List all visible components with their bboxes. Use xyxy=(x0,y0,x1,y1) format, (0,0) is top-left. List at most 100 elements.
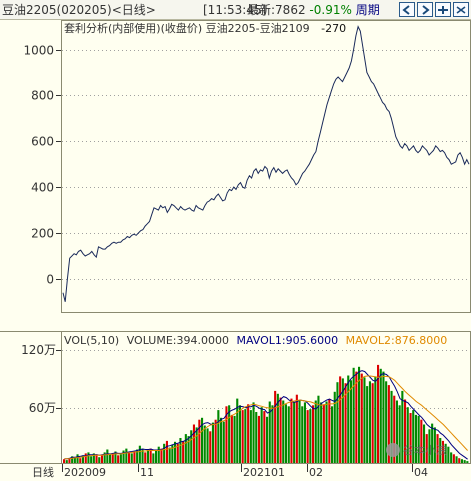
volume-legend: VOL(5,10) VOLUME:394.0000 MAVOL1:905.600… xyxy=(64,334,447,347)
volume-bar xyxy=(420,419,423,463)
volume-bar xyxy=(117,455,120,463)
volume-bar xyxy=(114,451,117,463)
main-ytick-label: 0 xyxy=(46,273,54,287)
volume-bars xyxy=(63,364,469,463)
volume-bar xyxy=(65,460,68,463)
volume-bar xyxy=(214,419,217,463)
volume-bar xyxy=(455,456,458,463)
volume-bar xyxy=(406,407,409,463)
chart-area[interactable]: 0 200 400 600 800 1000 套利分析(内部使用)(收盘价) 豆油2205… xyxy=(0,20,471,481)
main-ytick-label: 200 xyxy=(31,227,54,241)
nav-next-icon[interactable] xyxy=(417,2,433,17)
volume-bar xyxy=(247,404,250,463)
volume-bar xyxy=(190,430,193,463)
volume-bar xyxy=(109,454,112,463)
volume-bar xyxy=(128,452,131,463)
volume-bar xyxy=(233,415,236,463)
volume-bar xyxy=(317,395,320,463)
volume-bar xyxy=(425,434,428,463)
chart-svg[interactable]: 0 200 400 600 800 1000 套利分析(内部使用)(收盘价) 豆油2205… xyxy=(0,20,471,481)
volume-bar xyxy=(303,402,306,463)
volume-bar xyxy=(144,452,147,463)
volume-bar xyxy=(393,395,396,463)
volume-bar xyxy=(192,424,195,463)
volume-bar xyxy=(244,409,247,463)
volume-bar xyxy=(228,405,231,463)
volume-bar xyxy=(111,453,114,463)
volume-bar xyxy=(355,371,358,463)
main-grid xyxy=(62,50,470,280)
volume-bar xyxy=(136,449,139,463)
volume-bar xyxy=(195,427,198,463)
volume-bar xyxy=(295,394,298,463)
nav-shrink-icon[interactable] xyxy=(453,2,469,17)
volume-bar xyxy=(198,419,201,463)
volume-bar xyxy=(241,410,244,463)
volume-bar xyxy=(146,449,149,463)
volume-bar xyxy=(331,406,334,463)
symbol-title: 豆油2205(020205)<日线> xyxy=(2,3,156,17)
volume-bar xyxy=(282,400,285,463)
volume-bar xyxy=(344,383,347,463)
volume-bar xyxy=(155,450,158,463)
volume-bar xyxy=(401,390,404,463)
volume-bar xyxy=(225,406,228,463)
volume-bar xyxy=(293,402,296,463)
mavol2-line xyxy=(64,375,468,460)
volume-bar xyxy=(377,364,380,463)
volume-bar xyxy=(184,434,187,463)
volume-bar xyxy=(179,438,182,463)
volume-bar xyxy=(276,393,279,463)
price-change: -0.91% xyxy=(309,3,352,17)
volume-bar xyxy=(119,454,122,463)
volume-bar xyxy=(436,434,439,463)
volume-bar xyxy=(263,411,266,463)
period-button[interactable]: 周期 xyxy=(355,3,380,17)
volume-bar xyxy=(130,453,133,463)
volume-bar xyxy=(412,410,415,463)
volume-bar xyxy=(92,453,95,463)
volume-bar xyxy=(363,377,366,463)
volume-bar xyxy=(398,405,401,463)
volume-bar xyxy=(349,380,352,463)
volume-bar xyxy=(76,454,79,463)
volume-bar xyxy=(312,405,315,463)
volume-bar xyxy=(68,458,71,463)
vol-ytick-60w: 60万 xyxy=(29,401,56,415)
volume-bar xyxy=(385,381,388,463)
volume-grid xyxy=(56,350,470,409)
volume-bar xyxy=(290,398,293,463)
nav-prev-icon[interactable] xyxy=(399,2,415,17)
volume-bar xyxy=(320,402,323,463)
nav-zoom-icon[interactable] xyxy=(435,2,451,17)
volume-bar xyxy=(328,399,331,463)
volume-bar xyxy=(309,409,312,463)
volume-bar xyxy=(79,458,82,463)
volume-bar xyxy=(211,422,214,463)
mavol2-value: MAVOL2:876.8000 xyxy=(346,334,448,347)
x-label-11: 11 xyxy=(140,466,154,479)
volume-bar xyxy=(306,410,309,463)
volume-bar xyxy=(125,448,128,463)
volume-bar xyxy=(368,381,371,463)
volume-bar xyxy=(230,414,233,463)
volume-bar xyxy=(95,454,98,463)
volume-bar xyxy=(352,367,355,463)
volume-bar xyxy=(238,405,241,463)
volume-bar xyxy=(279,397,282,463)
volume-bar xyxy=(217,410,220,463)
volume-bar xyxy=(387,385,390,463)
main-ytick-label: 1000 xyxy=(23,44,54,58)
volume-bar xyxy=(133,451,136,463)
volume-bar xyxy=(220,417,223,463)
volume-bar xyxy=(206,428,209,463)
volume-bar xyxy=(84,453,87,463)
volume-bar xyxy=(360,373,363,463)
latest-price: 7862 xyxy=(275,3,306,17)
volume-bar xyxy=(255,412,258,463)
volume-bar xyxy=(71,456,74,463)
volume-bar xyxy=(203,425,206,463)
volume-bar xyxy=(176,443,179,463)
volume-bar xyxy=(347,375,350,463)
